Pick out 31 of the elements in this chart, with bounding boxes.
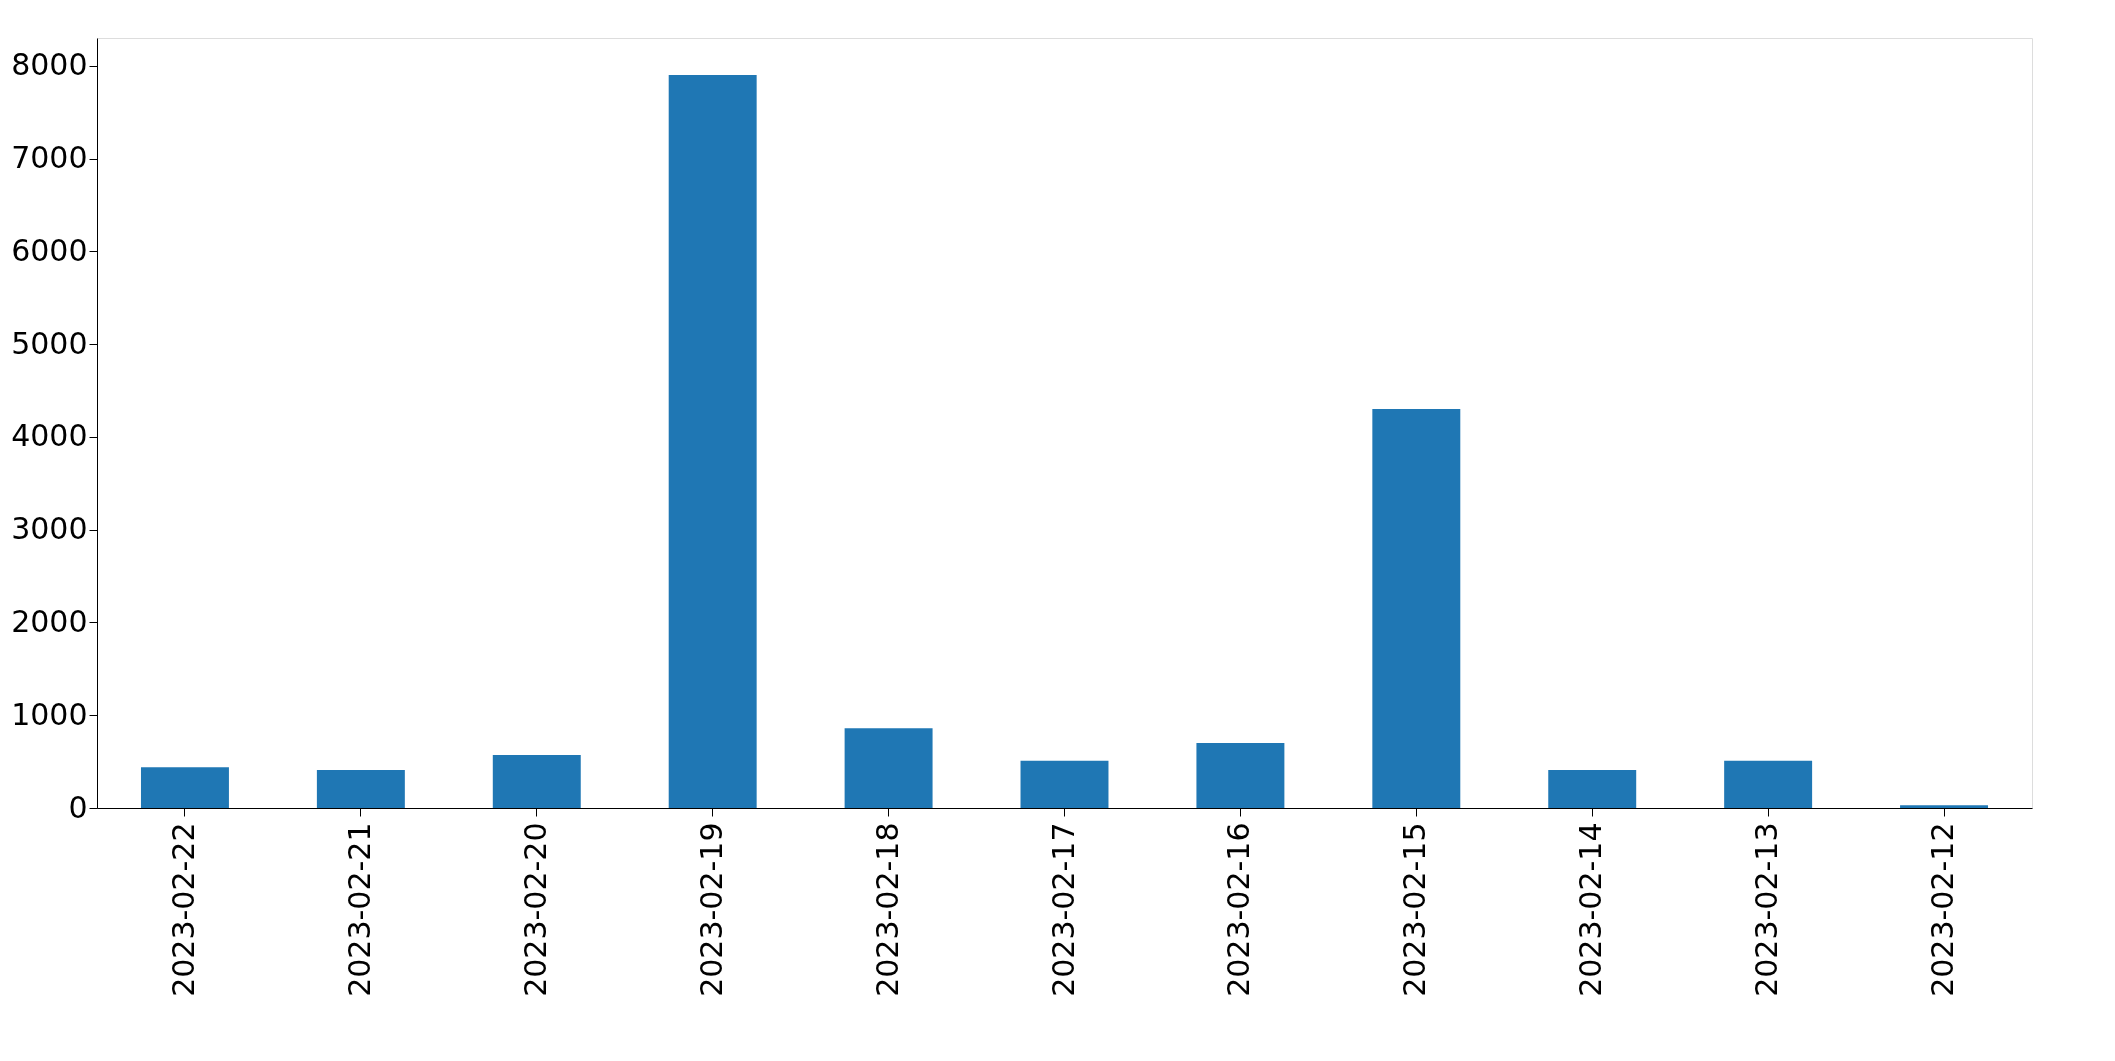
x-tick-label: 2023-02-14 [1573, 822, 1609, 997]
y-tick-label: 2000 [11, 603, 88, 639]
y-tick-label: 1000 [11, 696, 88, 732]
y-tick-label: 7000 [11, 140, 88, 176]
bar [316, 769, 405, 808]
bar [140, 767, 229, 808]
bar [1196, 743, 1285, 808]
y-tick-label: 3000 [11, 511, 88, 547]
x-tick-label: 2023-02-19 [693, 822, 729, 997]
x-tick-label: 2023-02-13 [1749, 822, 1785, 997]
bar [1548, 769, 1637, 808]
x-tick-label: 2023-02-12 [1925, 822, 1961, 997]
y-tick-label: 8000 [11, 47, 88, 83]
x-tick-label: 2023-02-22 [165, 822, 201, 997]
y-tick-label: 4000 [11, 418, 88, 454]
x-tick-label: 2023-02-17 [1045, 822, 1081, 997]
bar [492, 755, 581, 808]
x-tick-label: 2023-02-15 [1397, 822, 1433, 997]
x-tick-label: 2023-02-18 [869, 822, 905, 997]
bar [1724, 760, 1813, 808]
y-tick-label: 0 [68, 789, 88, 825]
bar [668, 75, 757, 808]
bar [1020, 760, 1109, 808]
y-tick-label: 6000 [11, 232, 88, 268]
x-tick-label: 2023-02-20 [517, 822, 553, 997]
bar [1372, 409, 1461, 808]
bar [1900, 805, 1989, 808]
x-tick-label: 2023-02-16 [1221, 822, 1257, 997]
x-tick-label: 2023-02-21 [341, 822, 377, 997]
bar [844, 728, 933, 808]
y-tick-label: 5000 [11, 325, 88, 361]
